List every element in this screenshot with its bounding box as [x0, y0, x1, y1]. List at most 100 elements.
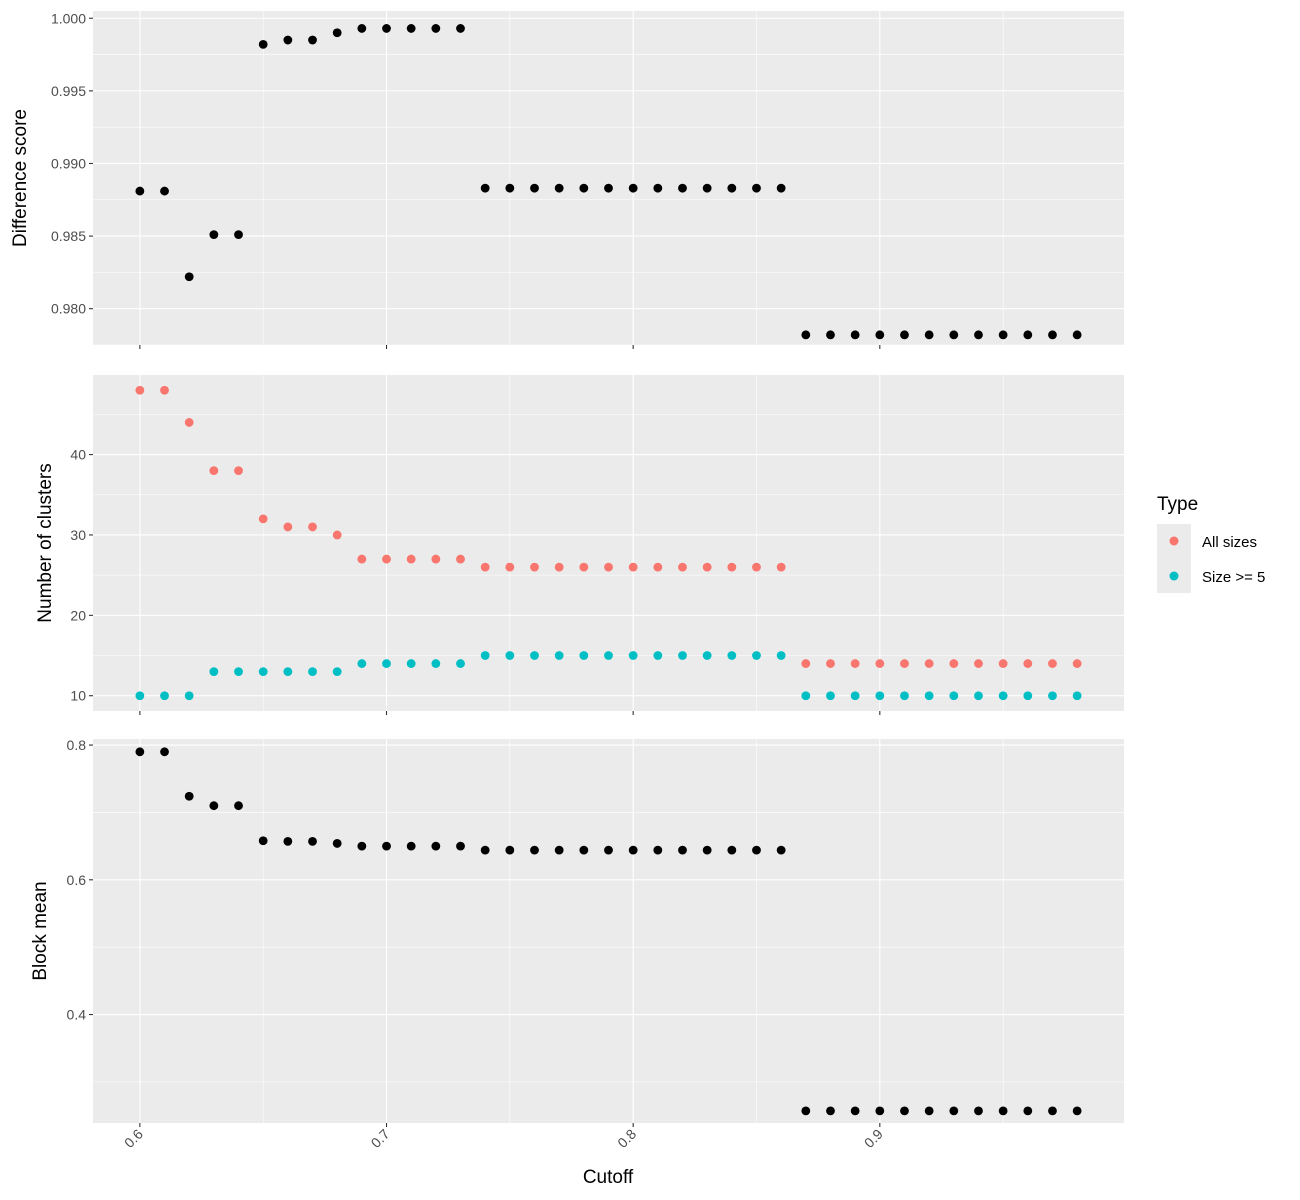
data-point [900, 691, 909, 701]
data-point [406, 841, 416, 851]
x-tick-label: 0.7 [368, 1126, 393, 1151]
data-point [579, 845, 589, 855]
data-point [579, 651, 589, 660]
data-point [776, 845, 786, 855]
data-point [258, 667, 268, 677]
data-point [1023, 691, 1033, 701]
y-tick-label: 0.6 [67, 872, 87, 888]
legend: Type All sizes Size >= 5 [1157, 494, 1265, 593]
data-point [135, 691, 145, 701]
data-point [431, 24, 441, 33]
legend-item-size-5: Size >= 5 [1169, 569, 1265, 586]
data-point [924, 1106, 934, 1116]
data-point [456, 24, 465, 33]
data-point [160, 691, 169, 701]
data-point [357, 24, 367, 33]
data-point [209, 466, 219, 476]
data-point [702, 562, 712, 572]
data-point [826, 659, 835, 668]
data-point [628, 183, 638, 193]
data-point [628, 845, 638, 855]
data-point [924, 691, 934, 701]
data-point [949, 1106, 959, 1116]
data-point [900, 659, 909, 668]
series-points [135, 24, 1082, 340]
data-point [308, 522, 317, 532]
data-point [678, 183, 687, 193]
data-point [283, 837, 293, 846]
legend-item-all-sizes: All sizes [1169, 534, 1257, 551]
data-point [949, 691, 959, 701]
legend-key-background [1157, 524, 1191, 593]
data-point [160, 747, 169, 757]
panel-background [93, 739, 1124, 1123]
data-point [357, 659, 367, 668]
data-point [727, 562, 737, 572]
data-point [308, 35, 317, 45]
data-point [850, 691, 860, 701]
data-point [653, 651, 663, 660]
data-point [1048, 691, 1057, 701]
data-point [604, 183, 613, 193]
data-point [1072, 659, 1082, 668]
data-point [431, 841, 441, 851]
data-point [234, 230, 243, 240]
data-point [752, 183, 761, 193]
data-point [1048, 330, 1057, 340]
data-point [1023, 330, 1033, 340]
data-point [505, 845, 515, 855]
data-point [480, 845, 490, 855]
data-point [308, 667, 317, 677]
data-point [554, 562, 564, 572]
data-point [727, 183, 737, 193]
data-point [382, 554, 391, 564]
data-point [776, 183, 786, 193]
series-points [135, 747, 1082, 1116]
data-point [505, 183, 515, 193]
data-point [998, 1106, 1008, 1116]
y-tick-label: 0.990 [51, 155, 86, 171]
data-point [505, 562, 515, 572]
data-point [628, 651, 638, 660]
data-point [752, 845, 761, 855]
x-tick-label: 0.6 [121, 1126, 146, 1151]
data-point [1072, 1106, 1082, 1116]
data-point [283, 667, 293, 677]
data-point [184, 691, 194, 701]
y-tick-label: 0.985 [51, 228, 86, 244]
data-point [505, 651, 515, 660]
data-point [184, 272, 194, 282]
panel-number-of-clusters: 10 20 30 40 Number of clusters [35, 375, 1124, 715]
data-point [382, 841, 391, 851]
data-point [678, 845, 687, 855]
data-point [949, 659, 959, 668]
data-point [900, 1106, 909, 1116]
series-all-sizes [135, 385, 1082, 668]
data-point [776, 562, 786, 572]
data-point [850, 659, 860, 668]
data-point [480, 183, 490, 193]
data-point [801, 1106, 811, 1116]
panel-background [93, 11, 1124, 345]
legend-label-size-5: Size >= 5 [1202, 569, 1265, 586]
data-point [579, 183, 589, 193]
data-point [308, 837, 317, 846]
data-point [801, 659, 811, 668]
data-point [801, 330, 811, 340]
data-point [258, 40, 268, 49]
data-point [653, 562, 663, 572]
data-point [530, 183, 539, 193]
data-point [530, 845, 539, 855]
data-point [752, 651, 761, 660]
data-point [184, 791, 194, 801]
y-tick-label: 10 [70, 688, 86, 704]
data-point [456, 659, 465, 668]
data-point [1048, 1106, 1057, 1116]
data-point [949, 330, 959, 340]
data-point [653, 183, 663, 193]
data-point [332, 530, 342, 540]
data-point [727, 845, 737, 855]
data-point [406, 554, 416, 564]
data-point [1048, 659, 1057, 668]
